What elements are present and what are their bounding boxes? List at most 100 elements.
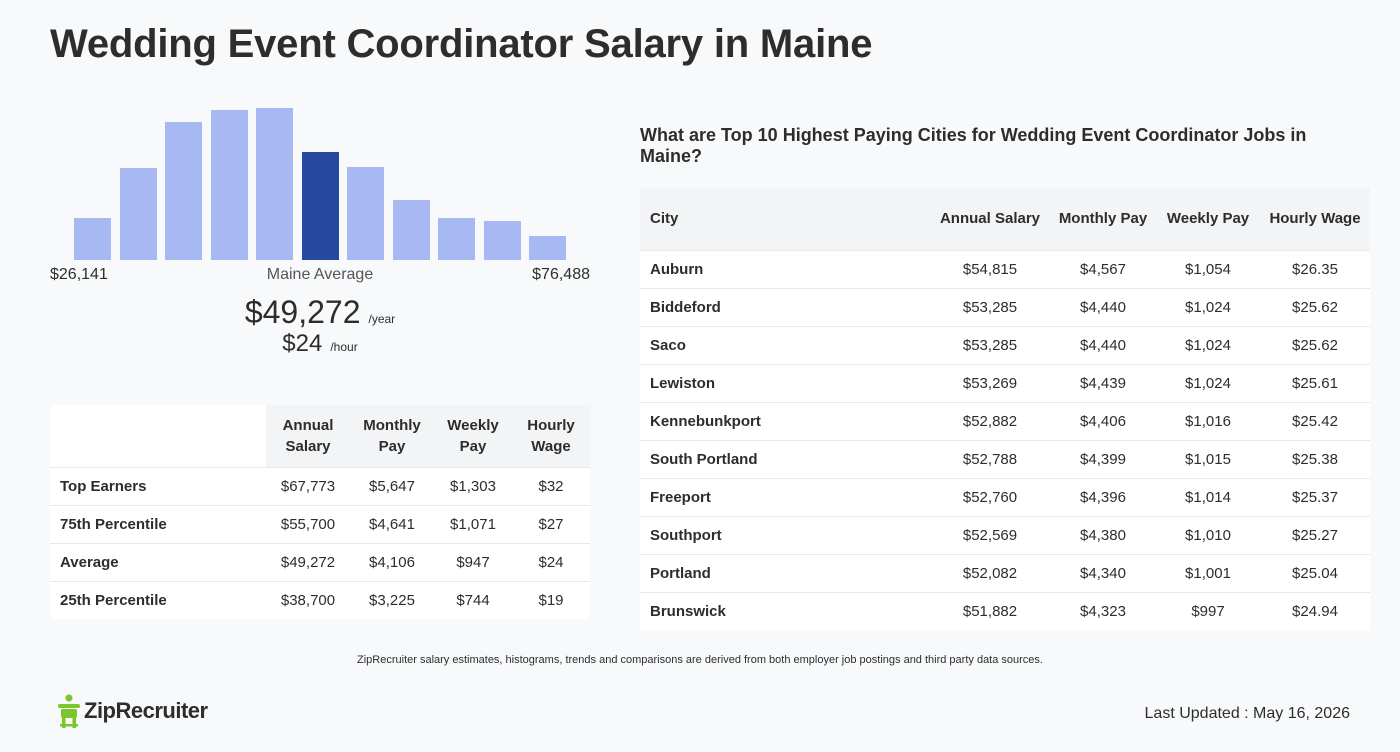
percentile-row: 25th Percentile $38,700 $3,225 $744 $19 [50,580,590,619]
disclaimer: ZipRecruiter salary estimates, histogram… [357,654,1043,666]
city-row: South Portland $52,788 $4,399 $1,015 $25.38 [640,439,1370,478]
hourly-wage-cell: $25.38 [1260,439,1370,478]
histogram-bar [119,168,157,260]
last-updated: Last Updated : May 16, 2026 [1144,705,1350,722]
annual-salary-cell: $67,773 [266,466,350,505]
cities-table: City Annual Salary Monthly Pay Weekly Pa… [640,188,1370,630]
weekly-pay-cell: $1,010 [1156,515,1260,554]
header-monthly-pay: Monthly Pay [1050,188,1156,250]
hourly-wage-cell: $25.42 [1260,401,1370,440]
annual-salary-cell: $54,815 [930,249,1050,288]
weekly-pay-cell: $1,303 [434,466,512,505]
city-name: Brunswick [640,591,930,630]
header-annual-salary: Annual Salary [930,188,1050,250]
salary-range-min: $26,141 [50,266,108,283]
percentile-row: Average $49,272 $4,106 $947 $24 [50,542,590,581]
histogram-bar [210,110,248,260]
city-row: Auburn $54,815 $4,567 $1,054 $26.35 [640,249,1370,288]
salary-histogram [50,100,590,260]
hourly-wage-cell: $25.62 [1260,325,1370,364]
city-name: Portland [640,553,930,592]
monthly-pay-cell: $4,641 [350,504,434,543]
weekly-pay-cell: $1,016 [1156,401,1260,440]
header-monthly-pay: Monthly Pay [350,405,434,467]
monthly-pay-cell: $4,380 [1050,515,1156,554]
histogram-bar-average [301,152,339,260]
annual-salary-cell: $55,700 [266,504,350,543]
weekly-pay-cell: $947 [434,542,512,581]
monthly-pay-cell: $4,106 [350,542,434,581]
monthly-pay-cell: $4,340 [1050,553,1156,592]
city-name: Lewiston [640,363,930,402]
hourly-value: $24 [282,330,323,357]
hourly-wage-cell: $25.27 [1260,515,1370,554]
hourly-wage-cell: $32 [512,466,590,505]
city-name: Freeport [640,477,930,516]
monthly-pay-cell: $4,396 [1050,477,1156,516]
city-row: Kennebunkport $52,882 $4,406 $1,016 $25.42 [640,401,1370,440]
hourly-average: $24/hour [50,330,590,358]
logo-text: ZipRecruiter [84,698,208,723]
city-row: Portland $52,082 $4,340 $1,001 $25.04 [640,553,1370,592]
city-name: Kennebunkport [640,401,930,440]
average-label: Maine Average [266,266,374,283]
hourly-wage-cell: $25.37 [1260,477,1370,516]
annual-salary-cell: $53,285 [930,325,1050,364]
salary-range-max: $76,488 [532,266,590,283]
city-row: Lewiston $53,269 $4,439 $1,024 $25.61 [640,363,1370,402]
annual-salary-cell: $53,269 [930,363,1050,402]
header-city: City [640,188,930,250]
row-label: Top Earners [50,466,266,505]
monthly-pay-cell: $4,439 [1050,363,1156,402]
histogram-bar [256,108,293,260]
ziprecruiter-logo[interactable]: ZipRecruiter [58,694,208,728]
weekly-pay-cell: $1,014 [1156,477,1260,516]
annual-salary-cell: $52,082 [930,553,1050,592]
hourly-unit: /hour [330,340,358,354]
monthly-pay-cell: $4,323 [1050,591,1156,630]
percentile-row: 75th Percentile $55,700 $4,641 $1,071 $27 [50,504,590,543]
annual-salary-cell: $52,788 [930,439,1050,478]
histogram-bar [165,122,202,260]
annual-value: $49,272 [244,294,361,330]
blank-header [50,405,266,467]
weekly-pay-cell: $744 [434,580,512,619]
hourly-wage-cell: $27 [512,504,590,543]
hourly-wage-cell: $25.61 [1260,363,1370,402]
weekly-pay-cell: $997 [1156,591,1260,630]
histogram-bar [347,167,384,260]
weekly-pay-cell: $1,054 [1156,249,1260,288]
zip-person-icon [58,694,80,728]
weekly-pay-cell: $1,024 [1156,287,1260,326]
city-name: Southport [640,515,930,554]
header-weekly-pay: Weekly Pay [434,405,512,467]
percentile-row: Top Earners $67,773 $5,647 $1,303 $32 [50,466,590,505]
row-label: 25th Percentile [50,580,266,619]
histogram-bar [392,200,430,260]
histogram-bar [74,218,111,260]
header-weekly-pay: Weekly Pay [1156,188,1260,250]
monthly-pay-cell: $4,440 [1050,287,1156,326]
cities-header-row: City Annual Salary Monthly Pay Weekly Pa… [640,188,1370,250]
annual-salary-cell: $52,760 [930,477,1050,516]
hourly-wage-cell: $19 [512,580,590,619]
histogram-bar [529,236,566,260]
hourly-wage-cell: $25.62 [1260,287,1370,326]
percentile-header-row: Annual Salary Monthly Pay Weekly Pay Hou… [50,405,590,467]
percentile-table: Annual Salary Monthly Pay Weekly Pay Hou… [50,405,590,619]
hourly-wage-cell: $26.35 [1260,249,1370,288]
hourly-wage-cell: $24 [512,542,590,581]
row-label: 75th Percentile [50,504,266,543]
header-hourly-wage: Hourly Wage [1260,188,1370,250]
annual-salary-cell: $52,882 [930,401,1050,440]
monthly-pay-cell: $4,567 [1050,249,1156,288]
annual-salary-cell: $52,569 [930,515,1050,554]
city-row: Southport $52,569 $4,380 $1,010 $25.27 [640,515,1370,554]
monthly-pay-cell: $4,406 [1050,401,1156,440]
annual-salary-cell: $51,882 [930,591,1050,630]
row-label: Average [50,542,266,581]
city-row: Brunswick $51,882 $4,323 $997 $24.94 [640,591,1370,630]
city-row: Saco $53,285 $4,440 $1,024 $25.62 [640,325,1370,364]
weekly-pay-cell: $1,001 [1156,553,1260,592]
header-hourly-wage: Hourly Wage [512,405,590,467]
